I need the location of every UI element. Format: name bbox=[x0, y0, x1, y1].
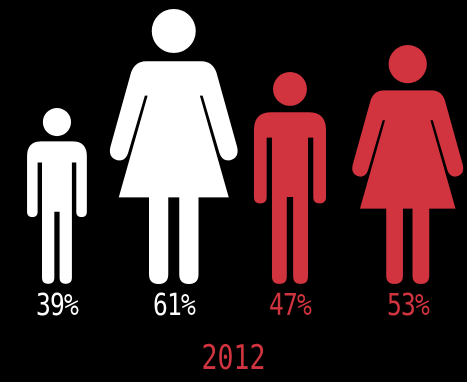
percent-label: 39% bbox=[36, 288, 79, 323]
percent-label: 47% bbox=[269, 288, 312, 323]
woman-icon bbox=[352, 45, 464, 284]
man-icon bbox=[27, 108, 87, 284]
man-icon bbox=[253, 72, 327, 284]
percent-label: 61% bbox=[153, 288, 196, 323]
woman-icon bbox=[110, 9, 238, 284]
percent-label: 53% bbox=[387, 288, 430, 323]
year-label: 2012 bbox=[201, 338, 266, 378]
